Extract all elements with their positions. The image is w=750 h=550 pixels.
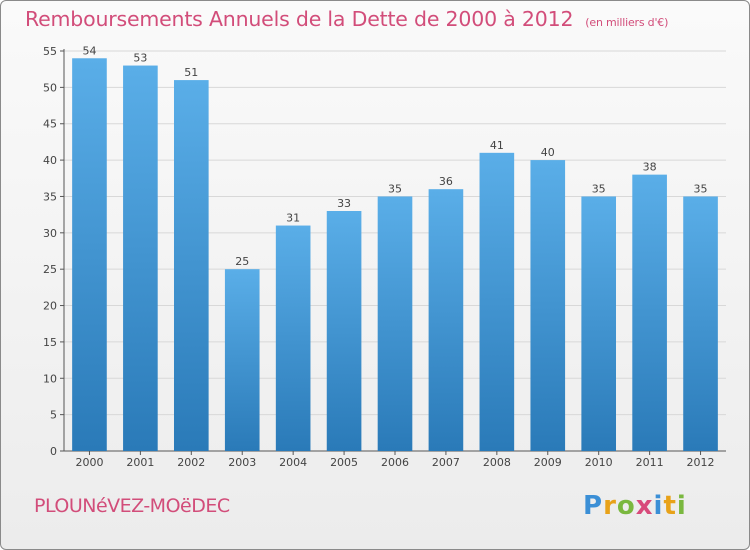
y-tick-label: 10 — [43, 372, 57, 385]
bar-value-label: 41 — [490, 139, 504, 152]
chart-title: Remboursements Annuels de la Dette de 20… — [25, 7, 668, 31]
chart-title-text: Remboursements Annuels de la Dette de 20… — [25, 7, 574, 31]
y-tick-label: 20 — [43, 300, 57, 313]
x-tick-label: 2003 — [228, 456, 256, 469]
bar-value-label: 53 — [133, 52, 147, 65]
x-tick-label: 2010 — [585, 456, 613, 469]
bar-value-label: 36 — [439, 175, 453, 188]
bar-2012 — [683, 196, 718, 451]
y-tick-label: 45 — [43, 118, 57, 131]
x-tick-label: 2007 — [432, 456, 460, 469]
bar-2003 — [224, 269, 260, 451]
x-tick-label: 2000 — [75, 456, 103, 469]
y-tick-label: 40 — [43, 154, 57, 167]
y-tick-label: 30 — [43, 227, 57, 240]
bar-2001 — [123, 65, 158, 451]
bar-2011 — [632, 174, 667, 452]
bar-2009 — [530, 160, 566, 451]
bar-2000 — [72, 58, 107, 451]
commune-name: PLOUNéVEZ-MOëDEC — [34, 495, 230, 517]
x-tick-label: 2002 — [177, 456, 205, 469]
proxiti-logo: Proxiti — [583, 491, 687, 521]
bar-value-label: 33 — [337, 197, 351, 210]
bar-2008 — [479, 152, 515, 451]
bar-2005 — [326, 211, 362, 451]
bar-value-label: 25 — [235, 255, 249, 268]
bar-value-label: 54 — [82, 44, 96, 57]
bar-2007 — [428, 189, 464, 451]
bar-2010 — [581, 196, 617, 451]
x-tick-label: 2012 — [687, 456, 715, 469]
bar-value-label: 31 — [286, 212, 300, 225]
bar-2006 — [377, 196, 413, 451]
bar-value-label: 35 — [388, 182, 402, 195]
y-tick-label: 5 — [50, 409, 57, 422]
x-tick-label: 2005 — [330, 456, 358, 469]
x-tick-label: 2011 — [636, 456, 664, 469]
y-tick-label: 35 — [43, 190, 57, 203]
y-tick-label: 25 — [43, 263, 57, 276]
bar-value-label: 35 — [694, 182, 708, 195]
x-tick-label: 2001 — [126, 456, 154, 469]
x-tick-label: 2008 — [483, 456, 511, 469]
y-tick-label: 50 — [43, 81, 57, 94]
chart-subtitle: (en milliers d'€) — [585, 16, 669, 29]
bar-2002 — [173, 80, 209, 451]
bar-value-label: 38 — [643, 161, 657, 174]
y-tick-label: 0 — [50, 445, 57, 458]
bar-value-label: 51 — [184, 66, 198, 79]
x-tick-label: 2009 — [534, 456, 562, 469]
bar-value-label: 40 — [541, 146, 555, 159]
x-tick-label: 2004 — [279, 456, 307, 469]
y-tick-label: 15 — [43, 336, 57, 349]
bar-2004 — [275, 225, 311, 451]
x-tick-label: 2006 — [381, 456, 409, 469]
y-tick-label: 55 — [43, 45, 57, 58]
bar-value-label: 35 — [592, 182, 606, 195]
